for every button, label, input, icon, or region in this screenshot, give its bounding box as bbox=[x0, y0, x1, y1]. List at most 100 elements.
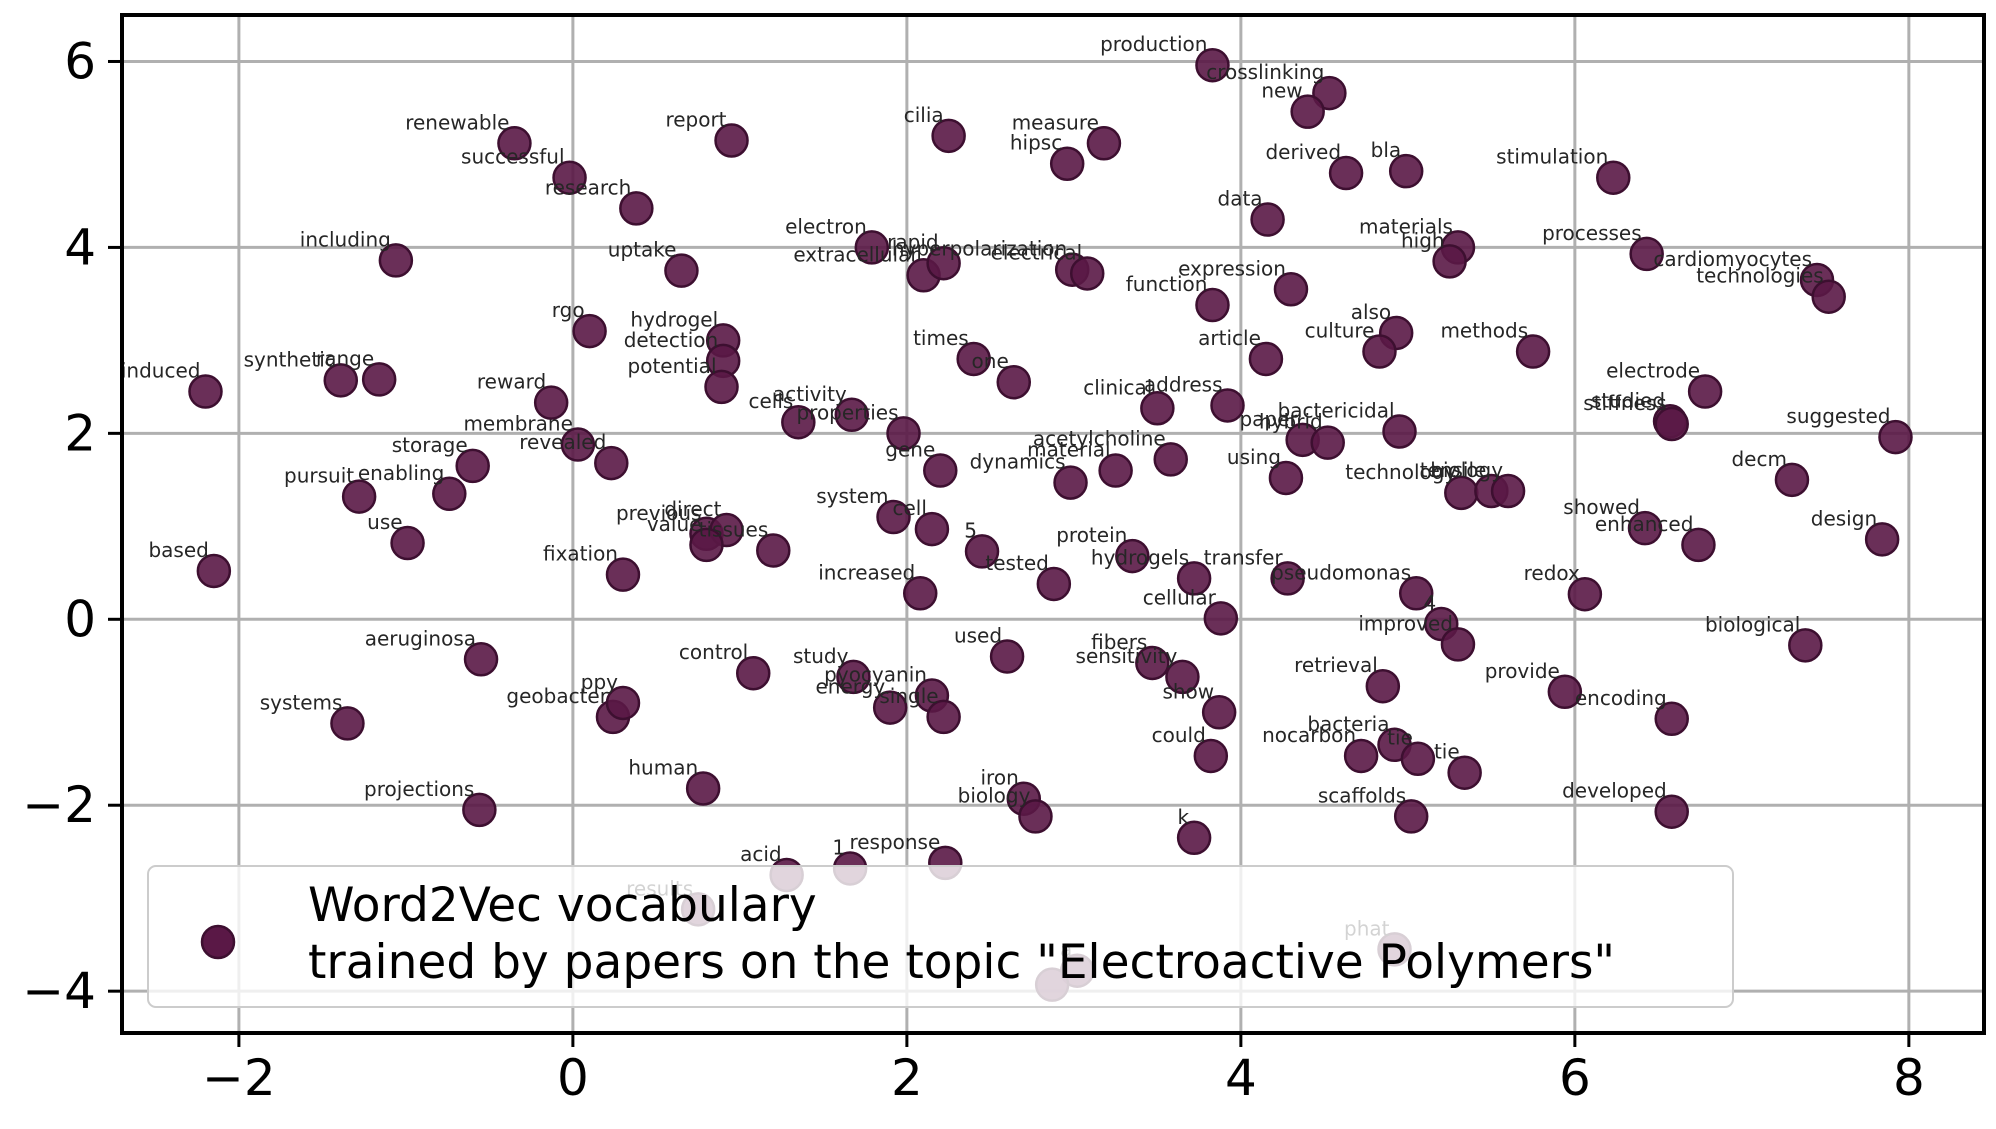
data-point bbox=[1400, 741, 1436, 776]
data-point bbox=[836, 659, 871, 695]
point-label: could bbox=[1152, 723, 1206, 747]
data-point bbox=[1312, 75, 1347, 111]
point-label: successful bbox=[461, 145, 565, 169]
data-point bbox=[1268, 460, 1304, 496]
point-label: pursuit bbox=[284, 464, 354, 488]
data-point bbox=[1629, 236, 1664, 272]
point-label: sensitivity bbox=[1076, 644, 1178, 668]
point-label: paper bbox=[1239, 407, 1298, 431]
data-point bbox=[341, 479, 377, 514]
data-point bbox=[781, 404, 816, 440]
data-point bbox=[196, 553, 232, 589]
data-point bbox=[1878, 419, 1913, 455]
point-label: used bbox=[954, 623, 1002, 647]
point-label: tested bbox=[985, 551, 1048, 575]
point-label: stiffness bbox=[1583, 391, 1666, 415]
data-point bbox=[1343, 738, 1379, 774]
point-label: hydrogels bbox=[1091, 545, 1189, 569]
data-point bbox=[361, 362, 397, 397]
data-point bbox=[834, 397, 870, 433]
point-label: rgo bbox=[552, 298, 585, 322]
point-label: also bbox=[1351, 300, 1391, 324]
point-label: suggested bbox=[1786, 404, 1890, 428]
data-point bbox=[1250, 202, 1285, 237]
point-label: processes bbox=[1542, 221, 1642, 245]
data-point bbox=[1788, 628, 1823, 663]
data-point bbox=[876, 499, 911, 535]
point-label: hyperpolarization bbox=[892, 237, 1067, 261]
data-point bbox=[594, 445, 629, 481]
data-point bbox=[552, 160, 587, 195]
point-label: cilia bbox=[904, 103, 944, 127]
point-label: direct bbox=[664, 497, 721, 521]
point-label: study bbox=[793, 644, 849, 668]
data-point bbox=[1490, 473, 1526, 509]
data-point bbox=[1053, 465, 1088, 500]
data-point bbox=[956, 341, 991, 377]
data-point bbox=[1086, 126, 1122, 161]
point-label: hydrogel bbox=[630, 307, 718, 331]
point-label: previous bbox=[616, 501, 702, 525]
data-point bbox=[330, 706, 365, 741]
y-tick-label: 4 bbox=[64, 218, 96, 276]
point-label: expression bbox=[1178, 256, 1286, 280]
point-label: biological bbox=[1705, 612, 1800, 636]
data-point bbox=[1398, 576, 1434, 611]
data-point bbox=[704, 369, 739, 405]
data-point bbox=[432, 476, 467, 512]
point-label: extracellular bbox=[793, 242, 919, 266]
point-label: measure bbox=[1012, 110, 1099, 134]
data-point bbox=[1547, 674, 1583, 710]
point-label: iron bbox=[981, 766, 1019, 790]
x-tick-label: 4 bbox=[1225, 1049, 1257, 1107]
data-point bbox=[1440, 627, 1476, 662]
data-point bbox=[1018, 799, 1053, 834]
data-point bbox=[964, 534, 1000, 569]
legend: Word2Vec vocabulary trained by papers on… bbox=[147, 865, 1734, 1008]
data-point bbox=[1201, 695, 1237, 730]
point-label: hybrid bbox=[1259, 410, 1323, 434]
data-point bbox=[1140, 391, 1175, 426]
point-label: renewable bbox=[405, 110, 509, 134]
point-label: showed bbox=[1563, 495, 1640, 519]
data-point bbox=[1654, 406, 1689, 442]
data-point bbox=[931, 118, 966, 154]
data-point bbox=[1811, 279, 1846, 314]
data-point bbox=[923, 453, 958, 488]
point-label: provide bbox=[1485, 659, 1560, 683]
data-point bbox=[1210, 388, 1245, 423]
data-point bbox=[462, 792, 497, 828]
data-point bbox=[714, 123, 749, 158]
point-label: human bbox=[628, 755, 698, 779]
data-point bbox=[1365, 668, 1401, 704]
point-label: rapid bbox=[887, 230, 938, 254]
point-label: properties bbox=[796, 400, 898, 424]
point-label: single bbox=[879, 684, 938, 708]
data-point bbox=[1165, 659, 1200, 695]
x-tick-label: −2 bbox=[202, 1049, 276, 1107]
point-label: tie bbox=[1434, 740, 1460, 764]
legend-box bbox=[147, 865, 1734, 1008]
data-point bbox=[1176, 561, 1212, 596]
data-point bbox=[1193, 738, 1229, 774]
data-point bbox=[926, 245, 961, 281]
point-label: fibers bbox=[1091, 630, 1147, 654]
point-label: design bbox=[1811, 506, 1877, 530]
y-tick-label: −4 bbox=[22, 962, 96, 1020]
point-label: studied bbox=[1591, 388, 1665, 412]
data-point bbox=[1176, 820, 1212, 856]
point-label: k bbox=[1178, 805, 1190, 829]
point-label: bactericidal bbox=[1278, 398, 1395, 422]
data-point bbox=[1036, 566, 1072, 602]
data-point bbox=[188, 374, 223, 409]
point-label: 5 bbox=[964, 518, 977, 542]
point-label: potential bbox=[628, 354, 717, 378]
y-tick-label: −2 bbox=[22, 776, 96, 834]
point-label: cell bbox=[893, 496, 927, 520]
point-label: enabling bbox=[358, 461, 444, 485]
point-label: geobacter bbox=[506, 684, 608, 708]
point-label: scaffolds bbox=[1318, 783, 1406, 807]
legend-line-2: trained by papers on the topic "Electroa… bbox=[308, 935, 1615, 990]
